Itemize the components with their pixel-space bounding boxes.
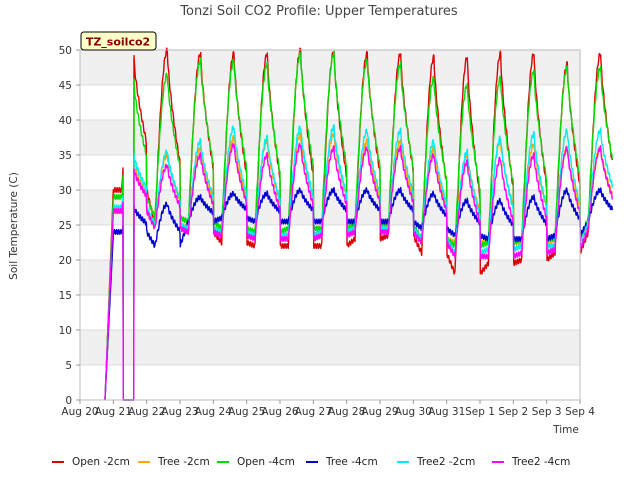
y-tick-label: 0 — [65, 395, 72, 407]
x-tick-label: Aug 29 — [361, 406, 398, 418]
badge: TZ_soilco2 — [80, 31, 157, 51]
x-tick-label: Aug 25 — [228, 406, 265, 418]
legend-label: Tree -4cm — [325, 456, 378, 468]
y-tick-label: 25 — [59, 220, 72, 232]
series-line-tree2-4cm — [104, 142, 613, 401]
x-axis-label: Time — [552, 424, 579, 436]
y-tick-label: 20 — [59, 255, 72, 267]
x-tick-label: Aug 20 — [61, 406, 98, 418]
x-tick-label: Aug 27 — [295, 406, 332, 418]
series-line-tree-4cm — [104, 186, 613, 401]
legend-item: Open -4cm — [217, 456, 295, 468]
x-tick-label: Sep 1 — [465, 406, 495, 418]
series-line-tree-2cm — [104, 131, 613, 401]
y-axis-label: Soil Temperature (C) — [8, 172, 20, 280]
plot-band — [80, 330, 580, 365]
badge-label: TZ_soilco2 — [86, 36, 150, 49]
legend-label: Open -2cm — [72, 456, 130, 468]
y-tick-label: 30 — [59, 185, 72, 197]
x-tick-label: Sep 2 — [498, 406, 528, 418]
y-tick-label: 50 — [59, 45, 72, 57]
x-tick-label: Aug 22 — [128, 406, 165, 418]
x-tick-label: Aug 21 — [95, 406, 132, 418]
x-tick-label: Aug 31 — [428, 406, 465, 418]
y-tick-label: 40 — [59, 115, 72, 127]
legend-label: Tree2 -4cm — [511, 456, 570, 468]
x-tick-label: Aug 30 — [395, 406, 432, 418]
chart-title: Tonzi Soil CO2 Profile: Upper Temperatur… — [179, 4, 458, 19]
legend-item: Open -2cm — [52, 456, 130, 468]
legend-item: Tree -4cm — [306, 456, 378, 468]
x-tick-label: Aug 26 — [261, 406, 299, 418]
x-tick-label: Aug 28 — [328, 406, 365, 418]
legend-item: Tree2 -4cm — [492, 456, 570, 468]
x-tick-label: Sep 3 — [532, 406, 562, 418]
legend-label: Open -4cm — [237, 456, 295, 468]
y-tick-label: 10 — [59, 325, 72, 337]
x-tick-label: Aug 24 — [195, 406, 233, 418]
legend-item: Tree2 -2cm — [397, 456, 475, 468]
y-tick-label: 15 — [59, 290, 72, 302]
plot-band — [80, 260, 580, 295]
y-tick-label: 35 — [59, 150, 72, 162]
legend-label: Tree -2cm — [157, 456, 210, 468]
series-lines — [104, 47, 613, 401]
y-tick-labels: 0 5 10 15 20 25 30 35 40 45 50 — [59, 45, 80, 407]
series-line-tree2-2cm — [104, 124, 613, 401]
legend: Open -2cm Tree -2cm Open -4cm Tree -4cm Tree… — [52, 456, 570, 468]
legend-label: Tree2 -2cm — [416, 456, 475, 468]
y-tick-label: 45 — [59, 80, 72, 92]
legend-item: Tree -2cm — [138, 456, 210, 468]
badge-box — [80, 31, 157, 51]
x-tick-label: Sep 4 — [565, 406, 595, 418]
y-tick-label: 5 — [65, 360, 72, 372]
x-tick-label: Aug 23 — [161, 406, 198, 418]
series-line-open-4cm — [104, 50, 613, 401]
